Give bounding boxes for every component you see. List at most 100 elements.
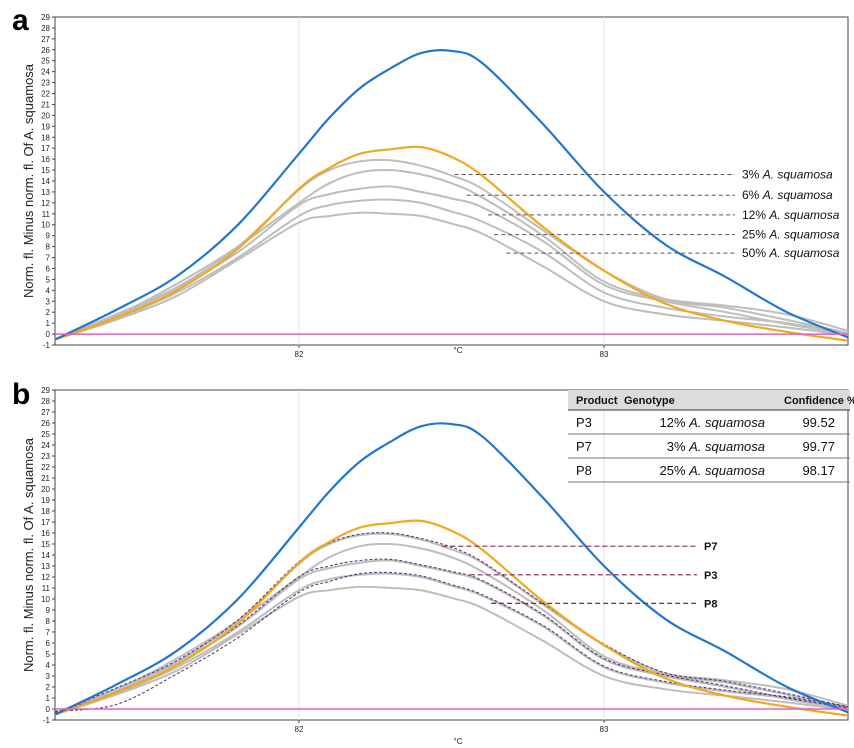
y-tick-label: 23 — [41, 452, 50, 461]
annotation-label: 3% A. squamosa — [742, 167, 833, 181]
table-cell-product: P7 — [576, 439, 592, 454]
series-line-orange — [54, 145, 849, 342]
series-line-sample — [54, 532, 849, 714]
y-tick-label: 1 — [46, 694, 51, 703]
y-tick-label: 29 — [41, 386, 50, 395]
y-tick-label: 11 — [42, 584, 51, 593]
y-tick-label: 4 — [46, 661, 51, 670]
panel-a: a Norm. fl. Minus norm. fl. Of A. squamo… — [12, 4, 849, 359]
y-tick-label: 2 — [46, 308, 51, 317]
plot-frame-a — [54, 16, 849, 346]
results-table: Product Genotype Confidence % P3 12% A. s… — [568, 390, 854, 483]
y-tick-label: -1 — [43, 716, 51, 725]
y-tick-label: 19 — [41, 496, 50, 505]
x-tick-label: 82 — [295, 725, 304, 734]
annotation-label: 50% A. squamosa — [742, 246, 840, 260]
series-line-gray — [54, 211, 849, 341]
y-tick-label: 10 — [41, 595, 50, 604]
table-cell-confidence: 98.17 — [802, 463, 835, 478]
y-tick-label: 24 — [41, 441, 50, 450]
y-tick-label: 6 — [46, 264, 51, 273]
y-tick-label: 25 — [41, 57, 50, 66]
y-tick-label: 7 — [46, 254, 51, 263]
y-tick-label: 15 — [41, 166, 50, 175]
table-cell-product: P3 — [576, 415, 592, 430]
y-tick-label: 11 — [42, 210, 51, 219]
y-tick-label: 23 — [41, 79, 50, 88]
panel-b: b Norm. fl. Minus norm. fl. Of A. squamo… — [12, 378, 854, 746]
x-axis-unit-a: °C — [454, 346, 463, 355]
y-tick-label: 28 — [41, 24, 50, 33]
y-tick-label: 5 — [46, 275, 51, 284]
sample-label-p8: P8 — [704, 598, 717, 610]
table-cell-confidence: 99.77 — [802, 439, 835, 454]
y-tick-label: 14 — [41, 551, 50, 560]
y-tick-label: 18 — [41, 507, 50, 516]
annotation-label: 12% A. squamosa — [742, 208, 840, 222]
y-tick-label: 0 — [46, 330, 51, 339]
y-tick-label: 16 — [41, 529, 50, 538]
y-tick-label: 24 — [41, 68, 50, 77]
y-tick-label: 25 — [41, 430, 50, 439]
y-tick-label: 8 — [46, 617, 51, 626]
y-tick-label: 22 — [41, 90, 50, 99]
y-tick-label: 21 — [41, 474, 50, 483]
y-tick-label: 9 — [46, 606, 51, 615]
y-tick-label: 7 — [46, 628, 51, 637]
series-line-gray — [54, 168, 849, 341]
y-tick-label: 17 — [41, 144, 50, 153]
y-tick-label: 22 — [41, 463, 50, 472]
y-tick-label: 26 — [41, 46, 50, 55]
y-tick-label: 15 — [41, 540, 50, 549]
panel-letter-b: b — [12, 378, 30, 411]
y-tick-label: 8 — [46, 243, 51, 252]
y-tick-label: 0 — [46, 705, 51, 714]
y-tick-label: 13 — [41, 562, 50, 571]
y-tick-label: 3 — [46, 297, 51, 306]
y-tick-label: 18 — [41, 133, 50, 142]
y-tick-label: 27 — [41, 35, 50, 44]
series-line-orange — [54, 519, 849, 717]
y-tick-label: 6 — [46, 639, 51, 648]
y-tick-label: 28 — [41, 397, 50, 406]
table-header-genotype: Genotype — [624, 395, 675, 407]
y-tick-label: 21 — [41, 100, 50, 109]
sample-label-p7: P7 — [704, 541, 717, 553]
y-tick-label: 3 — [46, 672, 51, 681]
y-tick-label: 20 — [41, 111, 50, 120]
series-line-blue — [54, 422, 849, 716]
y-tick-label: 26 — [41, 419, 50, 428]
table-cell-genotype: 25% A. squamosa — [659, 463, 765, 478]
x-tick-label: 83 — [600, 725, 609, 734]
y-tick-label: 12 — [41, 573, 50, 582]
y-tick-label: 5 — [46, 650, 51, 659]
x-tick-label: 82 — [295, 350, 304, 359]
y-tick-label: 17 — [41, 518, 50, 527]
y-tick-label: 29 — [41, 13, 50, 22]
table-cell-product: P8 — [576, 463, 592, 478]
series-line-sample — [54, 558, 849, 713]
y-tick-label: 13 — [41, 188, 50, 197]
y-tick-label: -1 — [43, 341, 51, 350]
annotation-label: 25% A. squamosa — [742, 228, 840, 242]
y-tick-label: 16 — [41, 155, 50, 164]
table-cell-genotype: 3% A. squamosa — [667, 439, 765, 454]
panel-letter-a: a — [12, 4, 29, 37]
y-tick-label: 9 — [46, 232, 51, 241]
y-tick-label: 14 — [41, 177, 50, 186]
series-line-gray — [54, 585, 849, 716]
table-cell-confidence: 99.52 — [802, 415, 835, 430]
y-tick-label: 2 — [46, 683, 51, 692]
table-cell-genotype: 12% A. squamosa — [659, 415, 765, 430]
sample-label-p3: P3 — [704, 570, 717, 582]
y-tick-label: 19 — [41, 122, 50, 131]
y-axis-title-a: Norm. fl. Minus norm. fl. Of A. squamosa — [21, 63, 36, 298]
y-tick-label: 10 — [41, 221, 50, 230]
x-tick-label: 83 — [600, 350, 609, 359]
y-tick-label: 4 — [46, 286, 51, 295]
series-line-gray — [54, 198, 849, 341]
series-line-blue — [54, 49, 849, 341]
series-line-gray — [54, 542, 849, 716]
x-axis-unit-b: °C — [454, 737, 463, 746]
